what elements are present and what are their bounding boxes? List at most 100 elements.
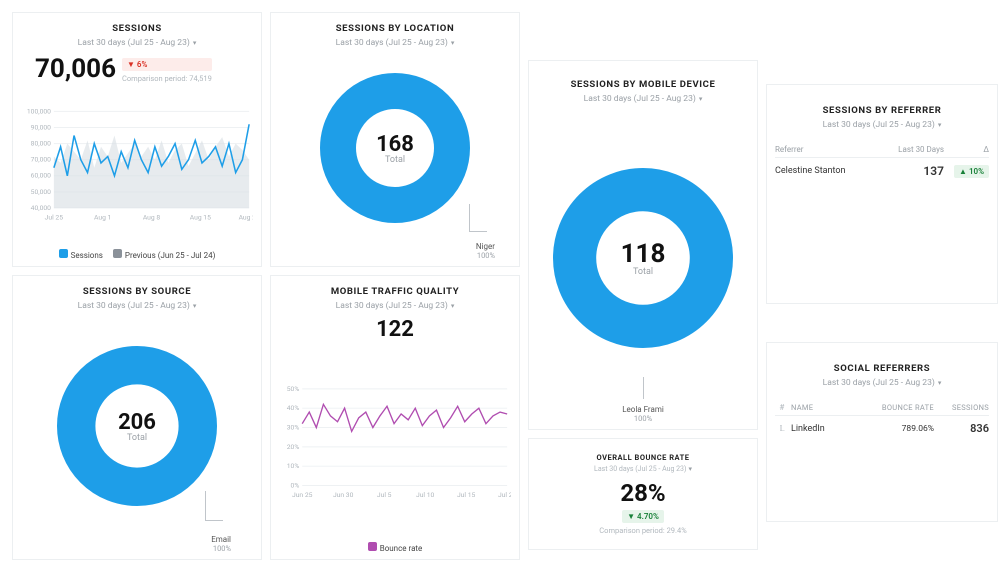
leader-line (205, 491, 223, 521)
slice-pct: 100% (477, 251, 495, 260)
sessions-by-source-card: SESSIONS BY SOURCE Last 30 days (Jul 25 … (12, 275, 262, 560)
date-range-selector[interactable]: Last 30 days (Jul 25 - Aug 23) ▾ (279, 38, 511, 48)
svg-text:0%: 0% (291, 481, 300, 489)
mtq-line-chart: 0%10%20%30%40%50%Jun 25Jun 30Jul 5Jul 10… (279, 346, 511, 540)
sessions-value: 70,006 (35, 54, 116, 84)
card-title: SESSIONS BY MOBILE DEVICE (537, 79, 749, 90)
card-title: OVERALL BOUNCE RATE (537, 453, 749, 462)
slice-pct: 100% (634, 414, 652, 423)
legend-label: Previous (Jun 25 - Jul 24) (125, 251, 215, 260)
sessions-delta-value: 6% (137, 60, 147, 69)
sessions-card: SESSIONS Last 30 days (Jul 25 - Aug 23) … (12, 12, 262, 267)
slice-pct: 100% (213, 544, 231, 553)
card-title: MOBILE TRAFFIC QUALITY (279, 286, 511, 297)
donut-chart: 206 Total (21, 317, 253, 535)
mtq-legend: Bounce rate (279, 542, 511, 553)
chevron-down-icon: ▾ (938, 121, 942, 129)
svg-text:60,000: 60,000 (31, 172, 52, 180)
cell-delta: ▲ 10% (944, 165, 989, 178)
legend-item-sessions[interactable]: Sessions (59, 249, 103, 260)
leader-line (643, 377, 644, 399)
table-header: # NAME BOUNCE RATE SESSIONS (775, 400, 989, 416)
col-last30: Last 30 Days (884, 145, 944, 154)
col-referrer: Referrer (775, 145, 884, 154)
delta-badge: ▲ 10% (954, 165, 989, 178)
svg-text:Jul 15: Jul 15 (457, 491, 476, 499)
middle-column: SESSIONS BY MOBILE DEVICE Last 30 days (… (528, 12, 758, 560)
date-range-text: Last 30 days (Jul 25 - Aug 23) (78, 301, 190, 311)
mobile-traffic-quality-card: MOBILE TRAFFIC QUALITY Last 30 days (Jul… (270, 275, 520, 560)
col-name: NAME (789, 403, 864, 412)
sessions-by-referrer-card: SESSIONS BY REFERRER Last 30 days (Jul 2… (766, 84, 998, 304)
date-range-text: Last 30 days (Jul 25 - Aug 23) (823, 120, 935, 130)
legend-label: Sessions (71, 251, 103, 260)
svg-text:Jul 25: Jul 25 (45, 214, 64, 222)
slice-name: Email (211, 535, 231, 544)
sessions-comparison: Comparison period: 74,519 (122, 74, 212, 83)
date-range-selector[interactable]: Last 30 days (Jul 25 - Aug 23) ▾ (21, 38, 253, 48)
leader-line (469, 204, 487, 232)
date-range-text: Last 30 days (Jul 25 - Aug 23) (584, 94, 696, 104)
chevron-down-icon: ▾ (451, 39, 455, 47)
bounce-delta-badge: ▼ 4.70% (622, 510, 664, 523)
mtq-value: 122 (279, 317, 511, 342)
svg-text:10%: 10% (287, 462, 300, 470)
svg-text:Aug 15: Aug 15 (190, 214, 211, 222)
date-range-text: Last 30 days (Jul 25 - Aug 23) (78, 38, 190, 48)
cell-name: LinkedIn (789, 424, 864, 434)
table-header: Referrer Last 30 Days Δ (775, 142, 989, 158)
donut-center-value: 206 (118, 410, 156, 435)
cell-value: 137 (884, 164, 944, 178)
col-bounce-rate: BOUNCE RATE (864, 403, 934, 412)
svg-text:Jul 5: Jul 5 (377, 491, 392, 499)
svg-text:Aug 8: Aug 8 (143, 214, 161, 222)
card-title: SESSIONS (21, 23, 253, 34)
sessions-by-mobile-card: SESSIONS BY MOBILE DEVICE Last 30 days (… (528, 60, 758, 430)
svg-text:Jun 25: Jun 25 (292, 491, 313, 499)
sessions-line-chart: 40,00050,00060,00070,00080,00090,000100,… (21, 84, 253, 247)
delta-value: 10% (969, 167, 984, 176)
legend-swatch-icon (368, 542, 377, 551)
svg-text:Aug 22: Aug 22 (239, 214, 253, 222)
legend-item-bounce-rate[interactable]: Bounce rate (368, 542, 423, 553)
slice-name: Niger (476, 242, 495, 251)
svg-text:40,000: 40,000 (31, 204, 52, 212)
date-range-selector[interactable]: Last 30 days (Jul 25 - Aug 23) ▾ (775, 378, 989, 388)
card-title: SESSIONS BY SOURCE (21, 286, 253, 297)
col-index: # (775, 403, 789, 412)
bounce-rate-value: 28% (537, 479, 749, 507)
donut-center-value: 168 (376, 132, 414, 157)
chevron-down-icon: ▾ (193, 302, 197, 310)
svg-text:Jun 30: Jun 30 (333, 491, 354, 499)
legend-item-previous[interactable]: Previous (Jun 25 - Jul 24) (113, 249, 215, 260)
svg-text:70,000: 70,000 (31, 156, 52, 164)
col-delta: Δ (944, 145, 989, 154)
sessions-legend: Sessions Previous (Jun 25 - Jul 24) (21, 249, 253, 260)
date-range-selector[interactable]: Last 30 days (Jul 25 - Aug 23) ▾ (537, 465, 749, 473)
donut-chart: 168 Total (279, 54, 511, 242)
donut-slice-label: Email 100% (21, 535, 253, 553)
col-sessions: SESSIONS (934, 403, 989, 412)
table-row[interactable]: 𝕃 LinkedIn 789.06% 836 (775, 416, 989, 441)
svg-text:Jul 10: Jul 10 (416, 491, 435, 499)
cell-sessions: 836 (934, 422, 989, 435)
table-row[interactable]: Celestine Stanton 137 ▲ 10% (775, 158, 989, 184)
date-range-selector[interactable]: Last 30 days (Jul 25 - Aug 23) ▾ (21, 301, 253, 311)
chevron-down-icon: ▾ (193, 39, 197, 47)
chevron-down-icon: ▾ (451, 302, 455, 310)
date-range-text: Last 30 days (Jul 25 - Aug 23) (336, 301, 448, 311)
date-range-selector[interactable]: Last 30 days (Jul 25 - Aug 23) ▾ (775, 120, 989, 130)
svg-text:50,000: 50,000 (31, 188, 52, 196)
svg-text:90,000: 90,000 (31, 123, 52, 131)
chevron-down-icon: ▾ (938, 379, 942, 387)
svg-text:40%: 40% (287, 404, 300, 412)
legend-swatch-icon (59, 249, 68, 258)
svg-text:30%: 30% (287, 423, 300, 431)
donut-chart: 118 Total (537, 110, 749, 405)
slice-name: Leola Frami (622, 405, 664, 414)
date-range-selector[interactable]: Last 30 days (Jul 25 - Aug 23) ▾ (279, 301, 511, 311)
legend-swatch-icon (113, 249, 122, 258)
date-range-selector[interactable]: Last 30 days (Jul 25 - Aug 23) ▾ (537, 94, 749, 104)
chevron-down-icon: ▾ (688, 465, 692, 473)
date-range-text: Last 30 days (Jul 25 - Aug 23) (336, 38, 448, 48)
